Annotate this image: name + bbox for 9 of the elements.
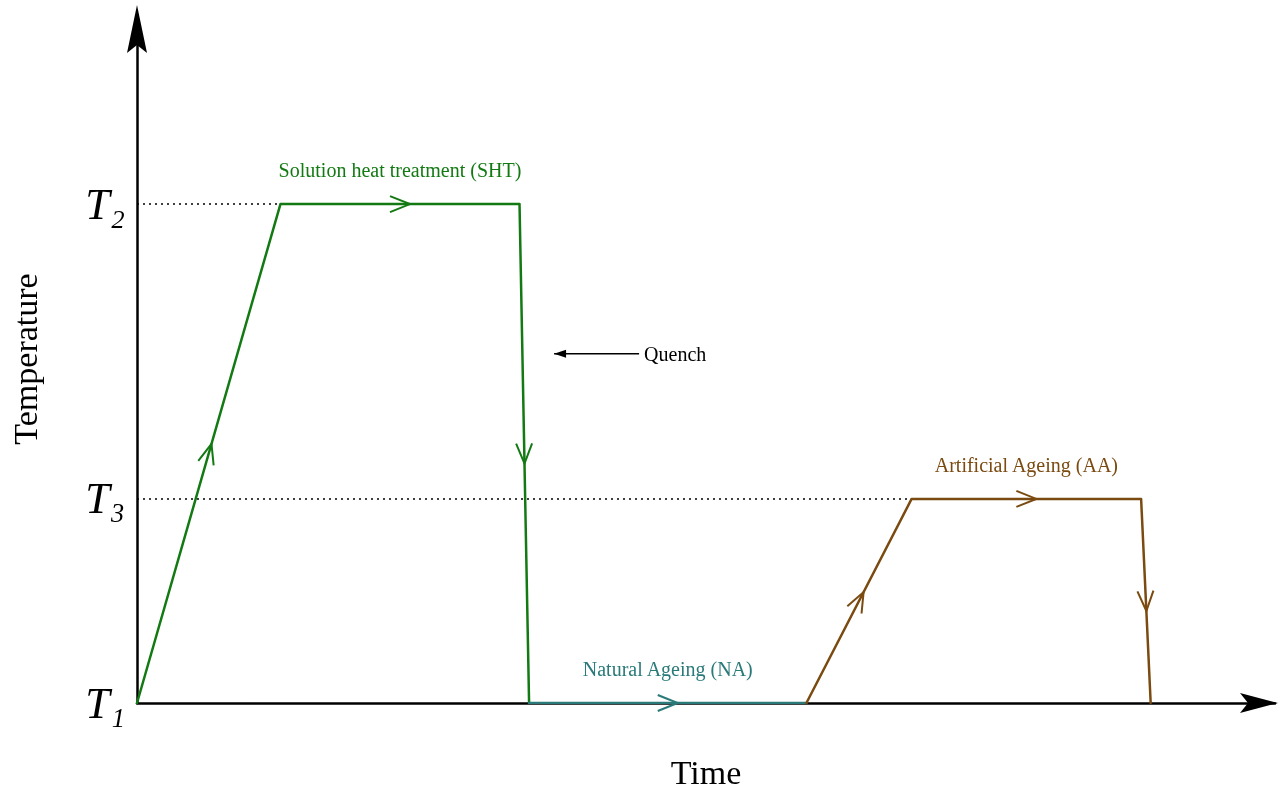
x-axis-title: Time [670, 753, 742, 791]
ref-line-label: T₂ [85, 179, 125, 229]
ref-line-label: T₃ [85, 474, 125, 524]
series-label: Artificial Ageing (AA) [934, 453, 1118, 477]
series-label: Natural Ageing (NA) [582, 658, 753, 681]
y-axis-title: Temperature [6, 273, 44, 445]
annotation: Quench [644, 342, 707, 365]
ref-line-label: T₁ [85, 678, 125, 728]
series-label: Solution heat treatment (SHT) [278, 159, 522, 183]
